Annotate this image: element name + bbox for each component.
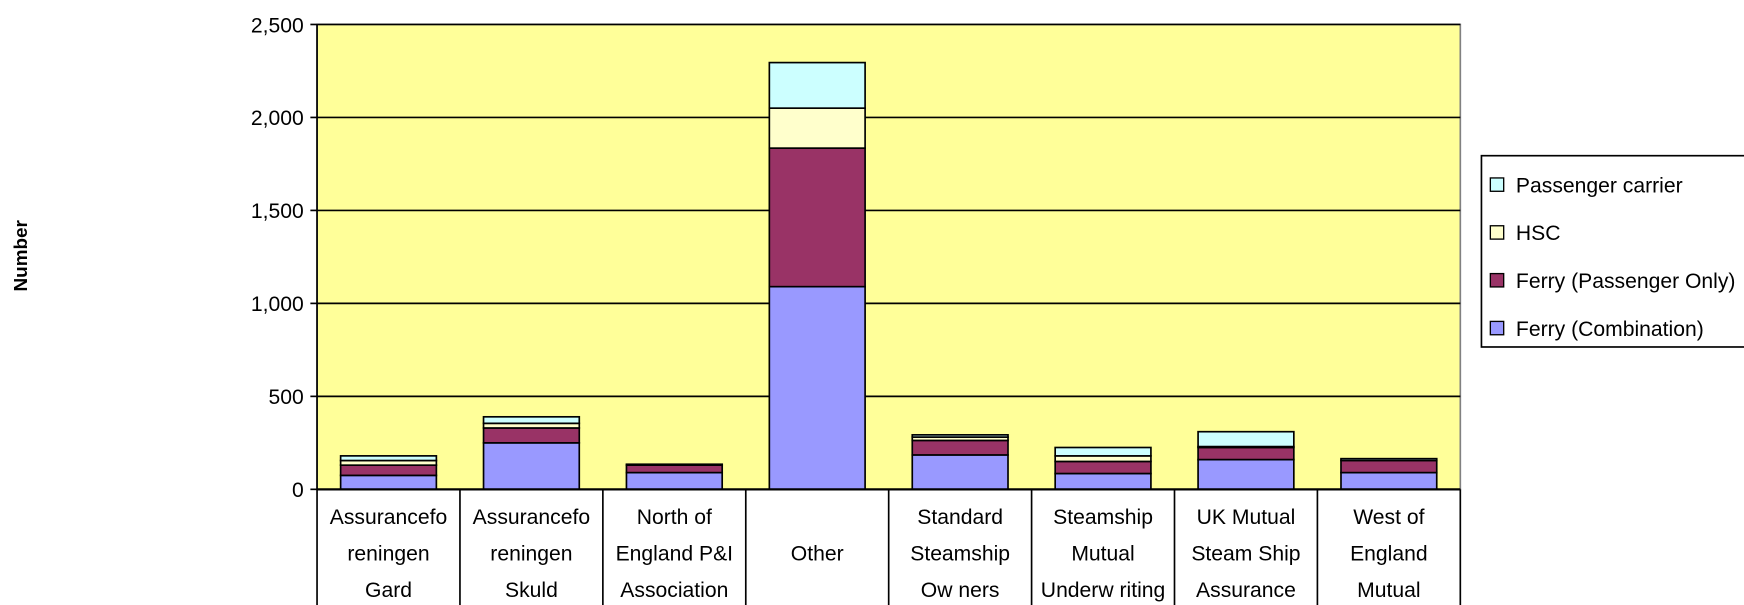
- plot-area: [316, 23, 1462, 491]
- x-tick-label-line: Standard: [917, 506, 1003, 529]
- x-tick-label-line: Assurance: [1196, 579, 1296, 602]
- bar-segment: [768, 107, 866, 149]
- bar-segment: [339, 474, 438, 491]
- legend-swatch: [1489, 225, 1505, 240]
- y-tick-label: 1,500: [251, 200, 304, 223]
- bar-segment: [1054, 455, 1152, 463]
- bar-segment: [625, 464, 724, 474]
- x-tick-label: Assurancefo reningen Gard: [330, 506, 447, 602]
- x-tick-label-line: Steamship: [910, 543, 1010, 566]
- x-tick-label: Other: [791, 543, 844, 566]
- x-tick-label: UK Mutual Steam Ship Assurance: [1191, 506, 1300, 602]
- bar-segment: [625, 463, 724, 466]
- x-tick-label-line: Steamship: [1053, 506, 1153, 529]
- x-tick-label-line: Steam Ship: [1191, 543, 1300, 566]
- bar-segment: [482, 415, 581, 425]
- bar-segment: [482, 442, 581, 491]
- x-tick-label-line: West of: [1353, 506, 1424, 529]
- x-tick-label-line: North of: [637, 506, 712, 529]
- y-tick-label: 500: [268, 386, 303, 409]
- x-tick-label-line: Assurancefo: [473, 506, 590, 529]
- x-tick-label-line: Mutual: [1071, 543, 1134, 566]
- legend-swatch: [1489, 272, 1505, 288]
- bar-segment: [911, 434, 1009, 438]
- x-tick-label-line: UK Mutual: [1197, 506, 1296, 529]
- x-tick-label: West of England Mutual: [1350, 506, 1428, 602]
- x-tick-label: North of England P&I Association: [616, 506, 733, 602]
- legend-label: Ferry (Combination): [1516, 318, 1704, 341]
- bar-segment: [1197, 458, 1295, 491]
- y-tick-label: 0: [292, 479, 304, 502]
- x-tick-label: Assurancefo reningen Skuld: [473, 506, 590, 602]
- x-tick-label-line: reningen: [347, 543, 429, 566]
- x-tick-label-line: Gard: [365, 579, 412, 602]
- legend-label: Ferry (Passenger Only): [1516, 270, 1736, 293]
- x-tick-label-line: Association: [620, 579, 728, 602]
- x-tick-label-line: Underw riting: [1041, 579, 1165, 602]
- bar-segment: [768, 61, 866, 109]
- x-tick-label-line: England P&I: [616, 543, 733, 566]
- bar-segment: [1197, 430, 1295, 448]
- bar-segment: [625, 471, 724, 491]
- bar-segment: [1054, 446, 1152, 457]
- x-tick-label-line: Skuld: [505, 579, 558, 602]
- bar-segment: [1054, 460, 1152, 475]
- bar-segment: [1340, 459, 1438, 474]
- legend-swatch: [1489, 177, 1505, 192]
- x-tick-label: Standard Steamship Ow ners: [910, 506, 1010, 602]
- bar-segment: [768, 147, 866, 288]
- legend-label: HSC: [1516, 222, 1561, 245]
- bar-segment: [1340, 471, 1438, 491]
- x-tick-label-line: England: [1350, 543, 1428, 566]
- bar-segment: [339, 455, 438, 462]
- x-tick-label-line: reningen: [490, 543, 572, 566]
- x-tick-label-line: Mutual: [1357, 579, 1420, 602]
- bar-segment: [911, 454, 1009, 491]
- x-tick-label: Steamship Mutual Underw riting: [1041, 506, 1165, 602]
- bar-segment: [339, 464, 438, 477]
- bar-segment: [768, 285, 866, 491]
- bar-segment: [1340, 457, 1438, 462]
- bar-segment: [1054, 472, 1152, 491]
- y-tick-label: 2,000: [251, 107, 304, 130]
- x-tick-label-line: Other: [791, 543, 844, 566]
- legend-label: Passenger carrier: [1516, 174, 1683, 197]
- bar-segment: [1197, 446, 1295, 461]
- bar-segment: [482, 427, 581, 444]
- x-tick-label-line: Ow ners: [921, 579, 1000, 602]
- y-tick-label: 1,000: [251, 293, 304, 316]
- x-tick-label-line: Assurancefo: [330, 506, 447, 529]
- legend-swatch: [1489, 320, 1505, 336]
- y-axis-title: Number: [11, 219, 32, 291]
- bar-segment: [911, 439, 1009, 456]
- legend-box: [1480, 154, 1744, 348]
- y-tick-label: 2,500: [251, 14, 304, 37]
